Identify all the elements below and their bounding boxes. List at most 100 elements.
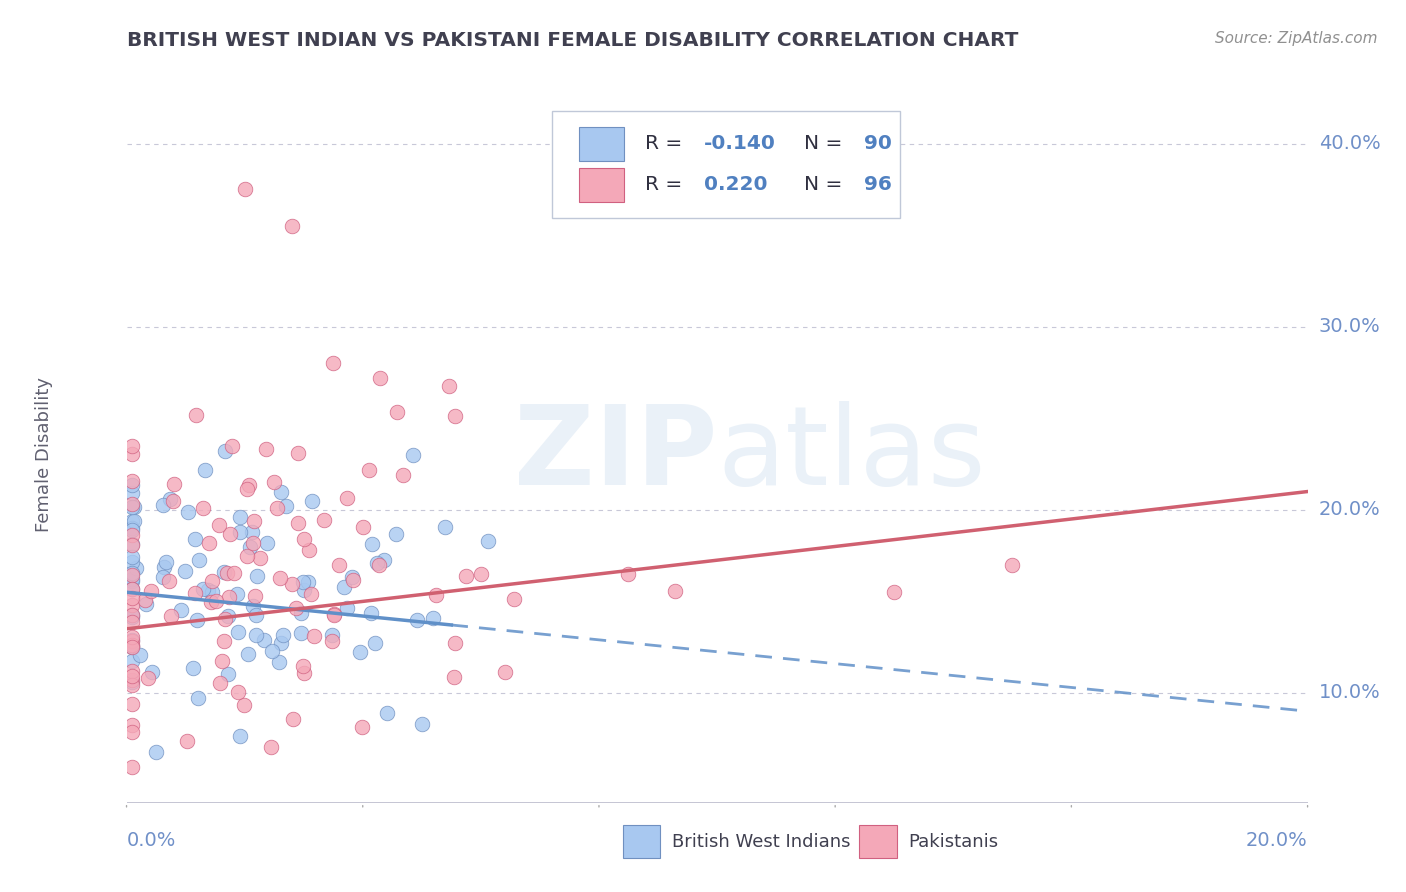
Point bbox=[121, 673, 143, 688]
Point bbox=[121, 523, 143, 537]
Point bbox=[141, 584, 163, 599]
Point bbox=[136, 672, 159, 686]
Point bbox=[470, 566, 492, 581]
Point bbox=[617, 566, 640, 581]
Point bbox=[212, 633, 235, 648]
Point bbox=[263, 475, 285, 490]
Text: 20.0%: 20.0% bbox=[1246, 830, 1308, 849]
Point bbox=[205, 594, 228, 608]
Point bbox=[217, 666, 239, 681]
Point bbox=[240, 525, 263, 540]
Point bbox=[269, 655, 291, 669]
Point bbox=[121, 582, 143, 596]
Point bbox=[221, 439, 243, 453]
Point bbox=[121, 640, 143, 654]
Point bbox=[292, 659, 315, 673]
Point bbox=[406, 613, 429, 627]
Point bbox=[270, 635, 292, 649]
Point bbox=[276, 500, 298, 514]
Point bbox=[246, 569, 269, 583]
Point bbox=[121, 674, 143, 689]
Point bbox=[437, 378, 460, 392]
Point bbox=[292, 665, 315, 680]
Text: N =: N = bbox=[804, 176, 849, 194]
Point bbox=[214, 443, 236, 458]
Point bbox=[301, 587, 323, 601]
Bar bbox=[579, 168, 624, 202]
Point bbox=[200, 595, 222, 609]
Point bbox=[128, 648, 150, 662]
Point bbox=[121, 474, 143, 488]
Text: 10.0%: 10.0% bbox=[1319, 683, 1381, 702]
Point bbox=[477, 534, 499, 549]
Point bbox=[360, 606, 382, 620]
Point bbox=[262, 644, 284, 658]
Text: BRITISH WEST INDIAN VS PAKISTANI FEMALE DISABILITY CORRELATION CHART: BRITISH WEST INDIAN VS PAKISTANI FEMALE … bbox=[127, 31, 1018, 50]
Point bbox=[124, 500, 146, 515]
Point bbox=[290, 626, 312, 640]
Point bbox=[238, 477, 260, 491]
Point bbox=[217, 609, 239, 624]
Point bbox=[125, 561, 148, 575]
Point bbox=[368, 558, 391, 573]
Point bbox=[366, 556, 388, 570]
Text: ZIP: ZIP bbox=[513, 401, 717, 508]
Point bbox=[285, 600, 308, 615]
Point bbox=[121, 486, 143, 500]
Point bbox=[121, 615, 143, 630]
Point bbox=[226, 625, 249, 640]
Point bbox=[1001, 558, 1024, 572]
Point bbox=[297, 575, 319, 590]
Point bbox=[121, 654, 143, 668]
Text: 0.220: 0.220 bbox=[704, 176, 768, 194]
Point bbox=[121, 537, 143, 551]
Point bbox=[121, 582, 143, 596]
Point bbox=[411, 717, 433, 731]
Point bbox=[121, 607, 143, 622]
Point bbox=[349, 645, 371, 659]
Point bbox=[121, 608, 143, 623]
Point bbox=[271, 628, 294, 642]
Point bbox=[215, 566, 238, 580]
Point bbox=[194, 462, 217, 476]
Point bbox=[392, 468, 415, 483]
Point bbox=[157, 574, 180, 588]
Point bbox=[342, 573, 364, 587]
Point bbox=[191, 582, 214, 596]
Point bbox=[135, 597, 157, 611]
Point bbox=[121, 610, 143, 624]
Point bbox=[433, 520, 456, 534]
Point bbox=[121, 724, 143, 739]
Point bbox=[201, 574, 224, 588]
Point bbox=[121, 630, 143, 644]
Point bbox=[134, 593, 156, 607]
Point bbox=[214, 566, 236, 580]
Point bbox=[370, 371, 392, 385]
Point bbox=[152, 569, 174, 583]
Point bbox=[121, 668, 143, 682]
Point bbox=[122, 514, 145, 528]
Bar bbox=[579, 127, 624, 161]
Point bbox=[214, 612, 236, 626]
Point bbox=[121, 591, 143, 605]
Point bbox=[121, 439, 143, 453]
Point bbox=[236, 647, 259, 661]
Point bbox=[340, 570, 363, 584]
Point bbox=[294, 582, 316, 597]
Point bbox=[121, 515, 143, 529]
Point bbox=[218, 590, 240, 604]
Point bbox=[121, 678, 143, 692]
Point bbox=[121, 568, 143, 582]
Point bbox=[229, 524, 252, 539]
Point bbox=[425, 588, 447, 602]
Point bbox=[153, 559, 176, 574]
Point bbox=[242, 536, 264, 550]
Point bbox=[254, 442, 277, 457]
Point bbox=[245, 607, 267, 622]
Point bbox=[183, 661, 205, 675]
Point bbox=[121, 697, 143, 711]
Point bbox=[121, 528, 143, 542]
Point bbox=[664, 584, 686, 599]
Point bbox=[209, 676, 232, 690]
Point bbox=[162, 494, 184, 508]
